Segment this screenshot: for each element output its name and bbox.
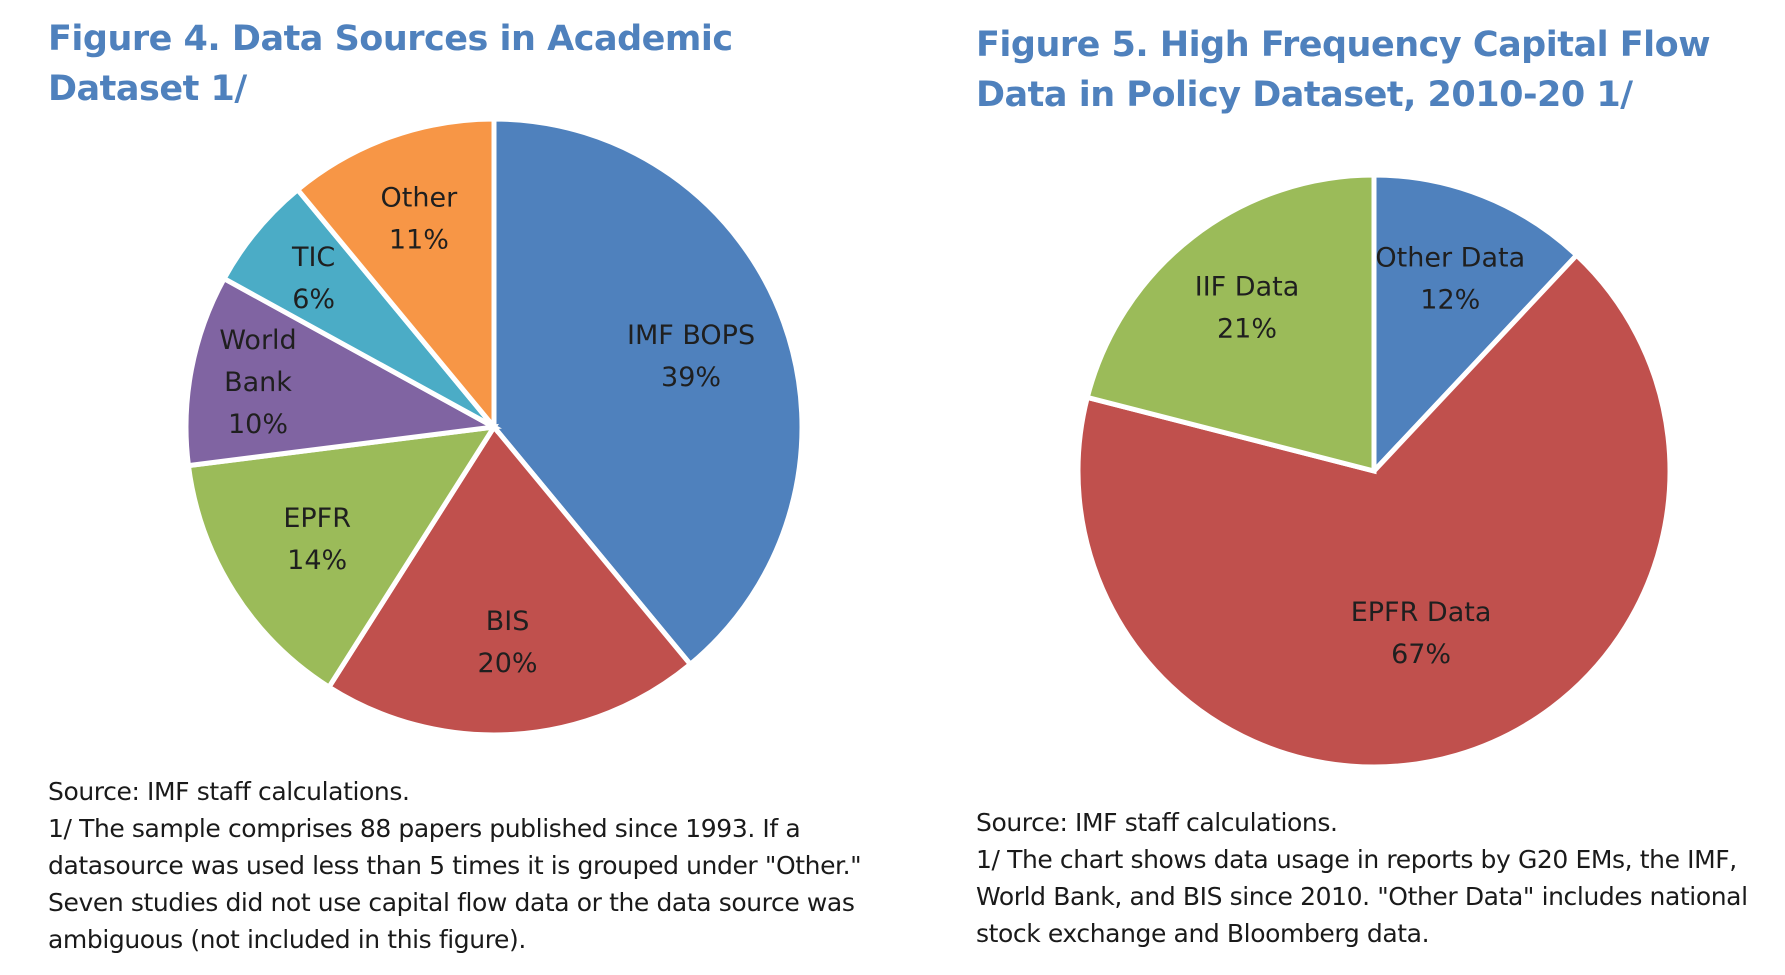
slice-label-bis: BIS 20% xyxy=(478,606,538,679)
figure-5-source: Source: IMF staff calculations. xyxy=(976,808,1338,837)
figure-5-footnote: 1/ The chart shows data usage in reports… xyxy=(976,845,1748,948)
figure-4-footnote: 1/ The sample comprises 88 papers publis… xyxy=(48,814,862,954)
slice-label-other-data: Other Data 12% xyxy=(1375,242,1525,315)
slice-label-epfr-data: EPFR Data 67% xyxy=(1351,597,1492,670)
figure-4-pie-chart: IMF BOPS 39% BIS 20% EPFR 14% World Bank 10% TIC 6… xyxy=(183,116,805,738)
figure-5-panel: Figure 5. High Frequency Capital Flow Da… xyxy=(900,0,1785,975)
pie-slice-iif-data xyxy=(1084,172,1377,475)
figure-4-source: Source: IMF staff calculations. xyxy=(48,777,410,806)
figure-4-title: Figure 4. Data Sources in Academic Datas… xyxy=(48,19,733,109)
pie-slice-bis xyxy=(325,422,694,738)
slice-label-world-bank: World Bank 10% xyxy=(219,325,296,440)
slice-label-tic: TIC 6% xyxy=(291,242,335,315)
figure-4-notes: Source: IMF staff calculations. 1/ The s… xyxy=(48,773,888,958)
figure-5-title: Figure 5. High Frequency Capital Flow Da… xyxy=(976,25,1711,115)
pie-slice-other xyxy=(294,116,497,434)
pie-slice-epfr-data xyxy=(1075,251,1673,770)
figure-5-pie-chart: Other Data 12% EPFR Data 67% IIF Data 21% xyxy=(1075,172,1673,770)
figure-5-notes: Source: IMF staff calculations. 1/ The c… xyxy=(976,804,1781,952)
figure-4-panel: Figure 4. Data Sources in Academic Datas… xyxy=(48,19,888,958)
pie-slice-imf-bops xyxy=(491,116,805,668)
slice-label-imf-bops: IMF BOPS 39% xyxy=(627,320,755,393)
pie-slice-world-bank xyxy=(183,275,502,469)
pie-slice-other-data xyxy=(1371,172,1581,478)
slice-label-other: Other 11% xyxy=(381,182,459,255)
slice-label-iif-data: IIF Data 21% xyxy=(1195,271,1300,344)
slice-label-epfr: EPFR 14% xyxy=(283,503,351,576)
pie-slice-epfr xyxy=(185,423,499,691)
